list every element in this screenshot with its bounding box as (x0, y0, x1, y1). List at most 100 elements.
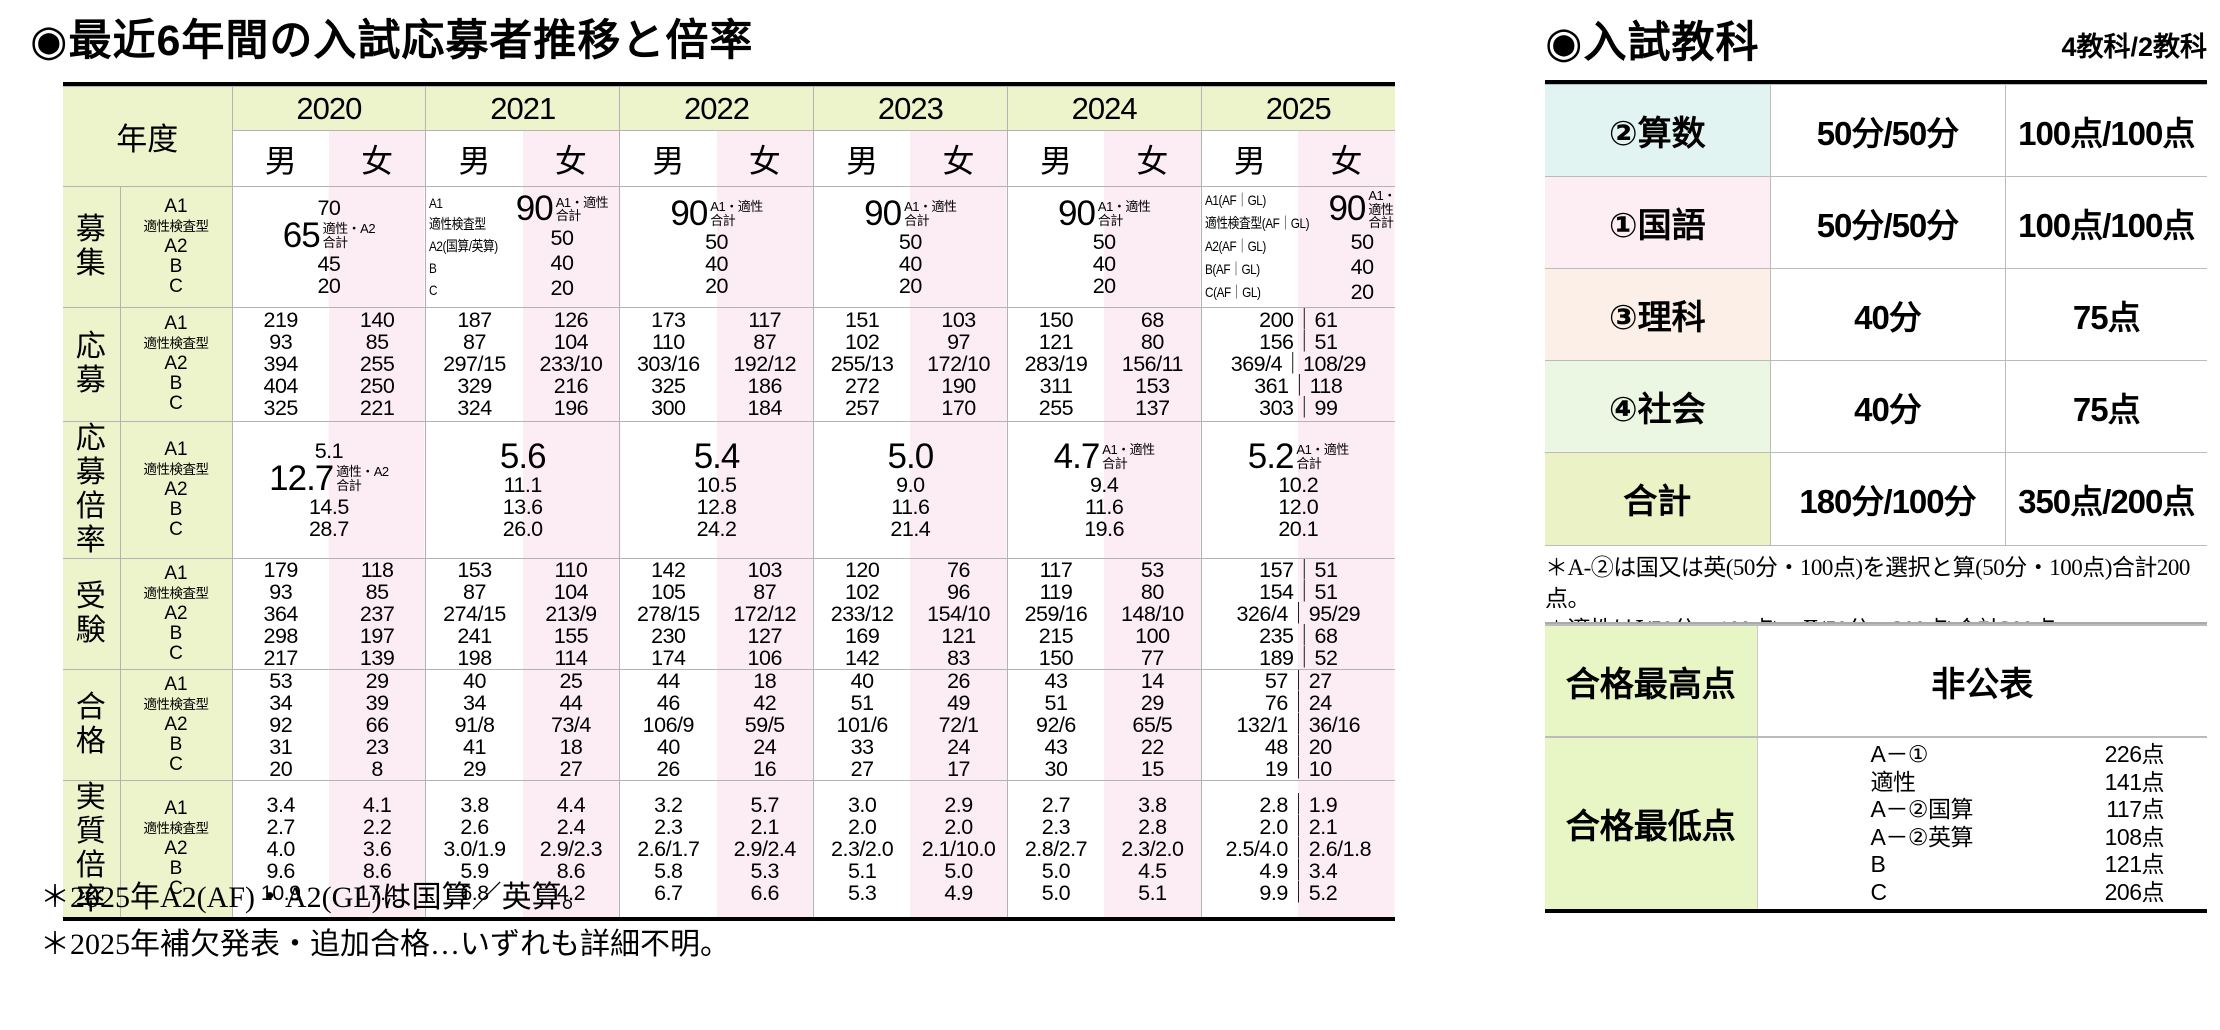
year-header: 2025 (1200, 86, 1395, 131)
data-cell: 68 80 156/11 153 137 (1104, 306, 1202, 421)
inline-label: 適性検査型 (429, 216, 487, 233)
cell-value: 22 (1140, 734, 1164, 759)
min-score-item-name: B (1870, 851, 1886, 877)
cell-lines: 2.8｜1.9 2.0｜2.1 2.5/4.0｜2.6/1.8 4.9｜3.4 9.9｜… (1202, 794, 1395, 904)
cell-lines: 117 87 192/12 186 184 (717, 309, 813, 419)
cell-value: 92/6 (1036, 712, 1076, 737)
big-number-note: A1・適性 合計 (1368, 189, 1395, 230)
cell-value: 18 (559, 734, 583, 759)
cell-value: 5.1 (1138, 880, 1167, 905)
max-score-row: 合格最高点 非公表 (1545, 624, 2207, 737)
cell-value: 93 (269, 579, 293, 604)
cell-value: 5.8 (654, 858, 683, 883)
cell-value: 17 (947, 756, 970, 780)
cell-value: 93 (269, 330, 293, 354)
cell-value: 9.0 (896, 472, 925, 497)
cell-lines: 103 97 172/10 190 170 (910, 309, 1006, 419)
sub-labels-stack: A1 適性検査型 A2 B C (121, 438, 232, 540)
cell-value: 2.2 (362, 814, 392, 839)
cell-lines: 5.6 11.1 13.6 26.0 (427, 439, 619, 540)
cell-value: 3.4 (266, 792, 296, 817)
cell-lines: 57｜27 76｜24 132/1｜36/16 48｜20 19｜10 (1202, 670, 1395, 780)
subject-points: 75点 (2004, 360, 2207, 453)
cell-value: 73/4 (550, 712, 591, 737)
cell-value: 106 (747, 645, 783, 669)
cell-lines: 68 80 156/11 153 137 (1104, 309, 1200, 419)
cell-value: 2.3/2.0 (831, 836, 894, 861)
cell-value: 15 (1140, 756, 1164, 780)
big-number-note: A1・適性 合計 (904, 200, 957, 227)
cell-lines: 25 44 73/4 18 27 (523, 670, 619, 780)
sub-label: B (169, 255, 183, 277)
big-number: 90 (1057, 193, 1096, 233)
cell-value: 196 (553, 396, 589, 420)
sub-label: C (169, 877, 183, 899)
cell-value: 5.3 (750, 858, 780, 883)
cell-value: 172/10 (927, 352, 990, 376)
cell-value: 233/12 (830, 601, 894, 626)
cell-value: 2.8 (1138, 814, 1167, 839)
cell-value: 156｜51 (1259, 330, 1338, 354)
min-score-item: A－②国算 117点 (1871, 796, 2165, 824)
sub-label: 適性検査型 (143, 696, 210, 712)
cell-value: 23 (365, 734, 389, 759)
gender-header-male: 男 (1200, 130, 1298, 187)
year-header: 2020 (231, 86, 426, 131)
note-line: 適性・A2 (336, 464, 389, 479)
inline-label: A1(AF｜GL) (1204, 192, 1266, 209)
data-cell: 103 97 172/10 190 170 (910, 306, 1008, 421)
cell-value: 119 (1039, 579, 1073, 604)
cell-big-value: 90 A1・適性 合計 (864, 196, 957, 231)
inline-values: 90 A1・適性 合計 50 40 20 (1328, 189, 1395, 305)
sub-label: A1 (164, 438, 188, 460)
cell-value: 41 (463, 734, 486, 759)
cell-value: 237 (359, 601, 395, 626)
cell-value: 20 (1350, 279, 1374, 304)
cell-value: 106/9 (642, 712, 695, 737)
subject-points: 350点/200点 (2004, 452, 2207, 545)
big-number-note: 適性・A2 合計 (322, 221, 376, 250)
cell-value: 2.3/2.0 (1121, 836, 1184, 861)
cell-value: 154｜51 (1259, 579, 1338, 604)
gender-header-female: 女 (910, 130, 1008, 187)
cell-value: 53 (1140, 558, 1164, 582)
data-cell: 187 87 297/15 329 324 (425, 306, 523, 421)
cell-value: 29 (1140, 690, 1164, 715)
min-score-item-points: 226点 (2104, 741, 2165, 767)
note-line: 合計 (322, 234, 349, 250)
note-line: A1・適性 (1097, 199, 1151, 215)
cell-lines: 44 46 106/9 40 26 (621, 670, 717, 780)
year-header: 2021 (425, 86, 620, 131)
gender-header-female: 女 (522, 130, 620, 187)
header-years-row: 年度 2020 2021 2022 2023 2024 2025 (63, 86, 1395, 187)
cell-value: 118 (360, 558, 394, 582)
cell-value: 217 (263, 645, 299, 669)
data-cell: 3.4 2.7 4.0 9.6 10.9 (231, 779, 329, 917)
big-number: 5.2 (1247, 436, 1295, 476)
cell-value: 110 (554, 558, 588, 582)
min-score-item-points: 108点 (2104, 823, 2165, 850)
data-cell: 3.8 2.6 3.0/1.9 5.9 6.8 (425, 779, 523, 917)
cell-value: 3.8 (1138, 792, 1167, 817)
note-line: 適性・A2 (322, 221, 376, 237)
cell-value: 4.0 (266, 836, 296, 861)
cell-value: 40 (1092, 251, 1116, 276)
inline-label: 適性検査型(AF｜GL) (1204, 215, 1309, 232)
sub-labels-stack: A1 適性検査型 A2 B C (121, 314, 232, 414)
cell-value: 219 (263, 308, 299, 332)
data-cell: 5.1 12.7 適性・A2 合計 14.5 28.7 (231, 420, 426, 558)
cell-value: 27 (559, 756, 583, 780)
cell-value: 40 (898, 251, 922, 276)
cell-value: 300 (651, 396, 686, 420)
cell-lines: 3.8 2.8 2.3/2.0 4.5 5.1 (1104, 794, 1200, 904)
note-line: A1・適性 (1296, 442, 1349, 457)
group-label: 応募 (63, 306, 120, 421)
cell-lines: 76 96 154/10 121 83 (910, 559, 1006, 669)
big-number: 65 (282, 215, 321, 255)
page-title-admissions-trend: ◉最近6年間の入試応募者推移と倍率 (30, 17, 754, 65)
cell-value: 179 (263, 558, 299, 582)
cell-lines: 4.4 2.4 2.9/2.3 8.6 4.2 (523, 794, 619, 904)
cell-value: 148/10 (1120, 601, 1184, 626)
cell-value: 233/10 (539, 352, 603, 376)
sub-labels-stack: A1 適性検査型 A2 B C (121, 196, 232, 297)
